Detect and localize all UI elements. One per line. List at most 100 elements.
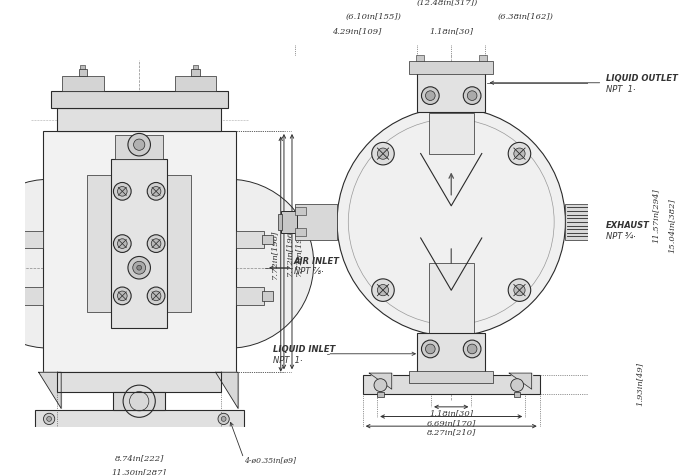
Text: NPT  1⋅: NPT 1⋅ <box>606 85 636 94</box>
Bar <box>262 235 274 245</box>
Bar <box>416 55 424 61</box>
Text: LIQUID INLET: LIQUID INLET <box>273 345 335 354</box>
Bar <box>15 231 43 248</box>
Bar <box>417 70 485 112</box>
Bar <box>115 135 163 159</box>
Circle shape <box>145 179 314 348</box>
Circle shape <box>134 139 145 150</box>
Circle shape <box>151 291 161 301</box>
Bar <box>428 114 474 153</box>
Circle shape <box>147 182 165 200</box>
Circle shape <box>47 417 52 421</box>
Bar <box>262 291 274 301</box>
Text: 11.57in[294]: 11.57in[294] <box>652 189 659 243</box>
Bar <box>113 392 165 410</box>
Bar <box>5 291 16 301</box>
Bar <box>87 175 111 312</box>
Polygon shape <box>216 372 238 408</box>
Bar <box>479 55 486 61</box>
Bar <box>428 263 474 334</box>
Bar <box>193 65 198 69</box>
Circle shape <box>421 87 439 104</box>
Circle shape <box>372 142 394 165</box>
Circle shape <box>113 235 131 252</box>
Bar <box>34 410 244 428</box>
Bar <box>566 204 599 239</box>
Circle shape <box>147 287 165 305</box>
Bar <box>80 65 85 69</box>
Text: 6.69in[170]: 6.69in[170] <box>426 419 476 427</box>
Text: 7.72in[196]: 7.72in[196] <box>295 227 302 276</box>
Bar <box>363 375 540 394</box>
Text: AIR INLET: AIR INLET <box>293 257 340 266</box>
Bar <box>236 231 264 248</box>
Bar <box>295 204 337 239</box>
Bar <box>236 287 264 305</box>
Circle shape <box>426 344 435 354</box>
Text: EXHAUST: EXHAUST <box>606 221 650 230</box>
Circle shape <box>463 340 481 358</box>
Bar <box>277 214 282 230</box>
Bar <box>295 228 307 237</box>
Circle shape <box>337 108 566 336</box>
Polygon shape <box>509 373 531 389</box>
Circle shape <box>221 417 226 421</box>
Text: 1.93in[49]: 1.93in[49] <box>636 362 643 406</box>
Text: 8.27in[210]: 8.27in[210] <box>426 428 476 437</box>
Circle shape <box>151 187 161 196</box>
Text: (6.10in[155]): (6.10in[155]) <box>345 13 401 21</box>
Circle shape <box>514 148 525 159</box>
Bar <box>410 371 493 383</box>
Bar <box>281 210 297 233</box>
Circle shape <box>218 413 230 425</box>
Circle shape <box>426 91 435 100</box>
Text: (12.48in[317]): (12.48in[317]) <box>416 0 478 6</box>
Bar <box>57 372 221 392</box>
Circle shape <box>118 187 127 196</box>
Bar <box>410 61 493 74</box>
Circle shape <box>514 285 525 296</box>
Polygon shape <box>369 373 392 389</box>
Circle shape <box>511 379 524 391</box>
Circle shape <box>43 413 55 425</box>
Text: 4.29in[109]: 4.29in[109] <box>332 27 381 35</box>
Circle shape <box>468 344 477 354</box>
Text: 11.30in[287]: 11.30in[287] <box>112 469 167 475</box>
Text: 7.72in[196]: 7.72in[196] <box>286 227 293 276</box>
Circle shape <box>147 235 165 252</box>
Text: 4-ø0.35in[ø9]: 4-ø0.35in[ø9] <box>244 456 295 464</box>
Bar <box>167 175 192 312</box>
Bar <box>514 392 520 397</box>
Circle shape <box>113 287 131 305</box>
Circle shape <box>136 266 141 270</box>
Circle shape <box>118 291 127 301</box>
Text: 1.18in[30]: 1.18in[30] <box>429 27 473 35</box>
Bar <box>79 69 87 76</box>
Bar <box>174 76 216 91</box>
Text: NPT ⅞⋅: NPT ⅞⋅ <box>293 267 323 276</box>
Circle shape <box>128 256 150 279</box>
Circle shape <box>113 182 131 200</box>
Circle shape <box>377 285 388 296</box>
Circle shape <box>463 87 481 104</box>
Text: 7.72in[196]: 7.72in[196] <box>270 229 279 279</box>
Circle shape <box>133 261 146 274</box>
Bar <box>5 235 16 245</box>
Circle shape <box>374 379 387 391</box>
Circle shape <box>421 340 439 358</box>
Bar <box>417 333 485 375</box>
Text: 1.18in[30]: 1.18in[30] <box>429 409 473 417</box>
Bar <box>50 91 228 108</box>
Circle shape <box>151 239 161 248</box>
Circle shape <box>118 239 127 248</box>
Bar <box>192 69 199 76</box>
Bar <box>57 108 221 131</box>
Circle shape <box>128 133 150 156</box>
Text: 15.04in[382]: 15.04in[382] <box>668 198 676 253</box>
Polygon shape <box>38 372 61 408</box>
Bar <box>295 208 307 216</box>
Text: 8.74in[222]: 8.74in[222] <box>115 454 164 462</box>
Circle shape <box>508 142 531 165</box>
Bar <box>43 131 236 372</box>
Text: NPT ¾⋅: NPT ¾⋅ <box>606 232 636 241</box>
